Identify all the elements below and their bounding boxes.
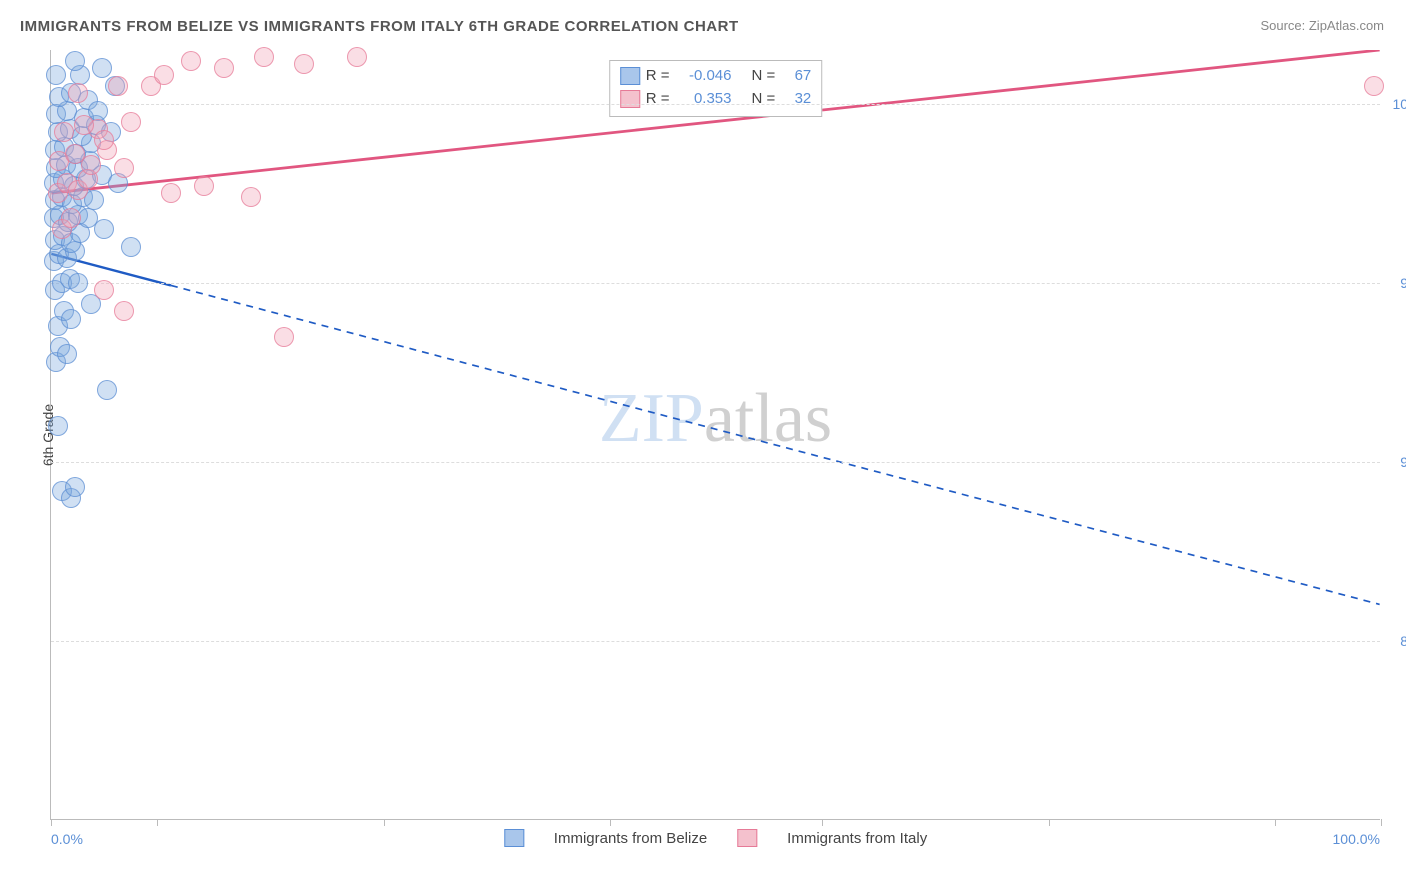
chart-title: IMMIGRANTS FROM BELIZE VS IMMIGRANTS FRO… xyxy=(20,18,739,35)
x-tick xyxy=(610,819,611,826)
x-tick xyxy=(51,819,52,826)
gridline-h xyxy=(51,283,1380,284)
gridline-h xyxy=(51,104,1380,105)
bottom-swatch-italy xyxy=(737,829,757,847)
bottom-legend: Immigrants from Belize Immigrants from I… xyxy=(504,829,927,847)
stats-row-italy: R = 0.353 N = 32 xyxy=(620,88,812,111)
data-point xyxy=(294,54,314,74)
plot-area: 6th Grade ZIPatlas R = -0.046 N = 67 R =… xyxy=(50,50,1380,820)
data-point xyxy=(68,83,88,103)
gridline-h xyxy=(51,462,1380,463)
swatch-italy xyxy=(620,90,640,108)
data-point xyxy=(74,115,94,135)
data-point xyxy=(347,47,367,67)
x-label-left: 0.0% xyxy=(51,831,83,847)
data-point xyxy=(121,112,141,132)
bottom-swatch-belize xyxy=(504,829,524,847)
x-tick xyxy=(1275,819,1276,826)
x-tick xyxy=(1381,819,1382,826)
stats-legend: R = -0.046 N = 67 R = 0.353 N = 32 xyxy=(609,60,823,117)
data-point xyxy=(54,122,74,142)
data-point xyxy=(121,237,141,257)
bottom-label-belize: Immigrants from Belize xyxy=(554,830,707,847)
data-point xyxy=(65,477,85,497)
r-label-0: R = xyxy=(646,65,670,88)
trend-lines xyxy=(51,50,1380,819)
n-label-0: N = xyxy=(752,65,776,88)
data-point xyxy=(154,65,174,85)
data-point xyxy=(61,309,81,329)
y-tick-label: 85.0% xyxy=(1400,633,1406,649)
n-value-1: 32 xyxy=(785,88,811,111)
y-tick-label: 90.0% xyxy=(1400,454,1406,470)
r-label-1: R = xyxy=(646,88,670,111)
data-point xyxy=(214,58,234,78)
n-value-0: 67 xyxy=(785,65,811,88)
data-point xyxy=(108,76,128,96)
bottom-label-italy: Immigrants from Italy xyxy=(787,830,927,847)
x-tick xyxy=(822,819,823,826)
stats-row-belize: R = -0.046 N = 67 xyxy=(620,65,812,88)
data-point xyxy=(94,219,114,239)
data-point xyxy=(1364,76,1384,96)
data-point xyxy=(114,301,134,321)
y-tick-label: 95.0% xyxy=(1400,275,1406,291)
x-tick xyxy=(384,819,385,826)
data-point xyxy=(92,58,112,78)
watermark-zip: ZIP xyxy=(599,380,704,457)
data-point xyxy=(81,155,101,175)
x-tick xyxy=(1049,819,1050,826)
data-point xyxy=(46,65,66,85)
x-label-right: 100.0% xyxy=(1333,831,1380,847)
data-point xyxy=(68,273,88,293)
r-value-1: 0.353 xyxy=(680,88,732,111)
data-point xyxy=(274,327,294,347)
gridline-h xyxy=(51,641,1380,642)
data-point xyxy=(61,208,81,228)
data-point xyxy=(94,280,114,300)
n-label-1: N = xyxy=(752,88,776,111)
y-tick-label: 100.0% xyxy=(1393,96,1406,112)
data-point xyxy=(48,416,68,436)
data-point xyxy=(161,183,181,203)
source-label: Source: ZipAtlas.com xyxy=(1260,18,1384,33)
x-tick xyxy=(157,819,158,826)
data-point xyxy=(241,187,261,207)
data-point xyxy=(57,344,77,364)
watermark: ZIPatlas xyxy=(599,379,832,459)
data-point xyxy=(94,130,114,150)
data-point xyxy=(97,380,117,400)
data-point xyxy=(114,158,134,178)
data-point xyxy=(65,51,85,71)
data-point xyxy=(254,47,274,67)
data-point xyxy=(194,176,214,196)
swatch-belize xyxy=(620,67,640,85)
data-point xyxy=(181,51,201,71)
r-value-0: -0.046 xyxy=(680,65,732,88)
watermark-atlas: atlas xyxy=(704,380,832,457)
